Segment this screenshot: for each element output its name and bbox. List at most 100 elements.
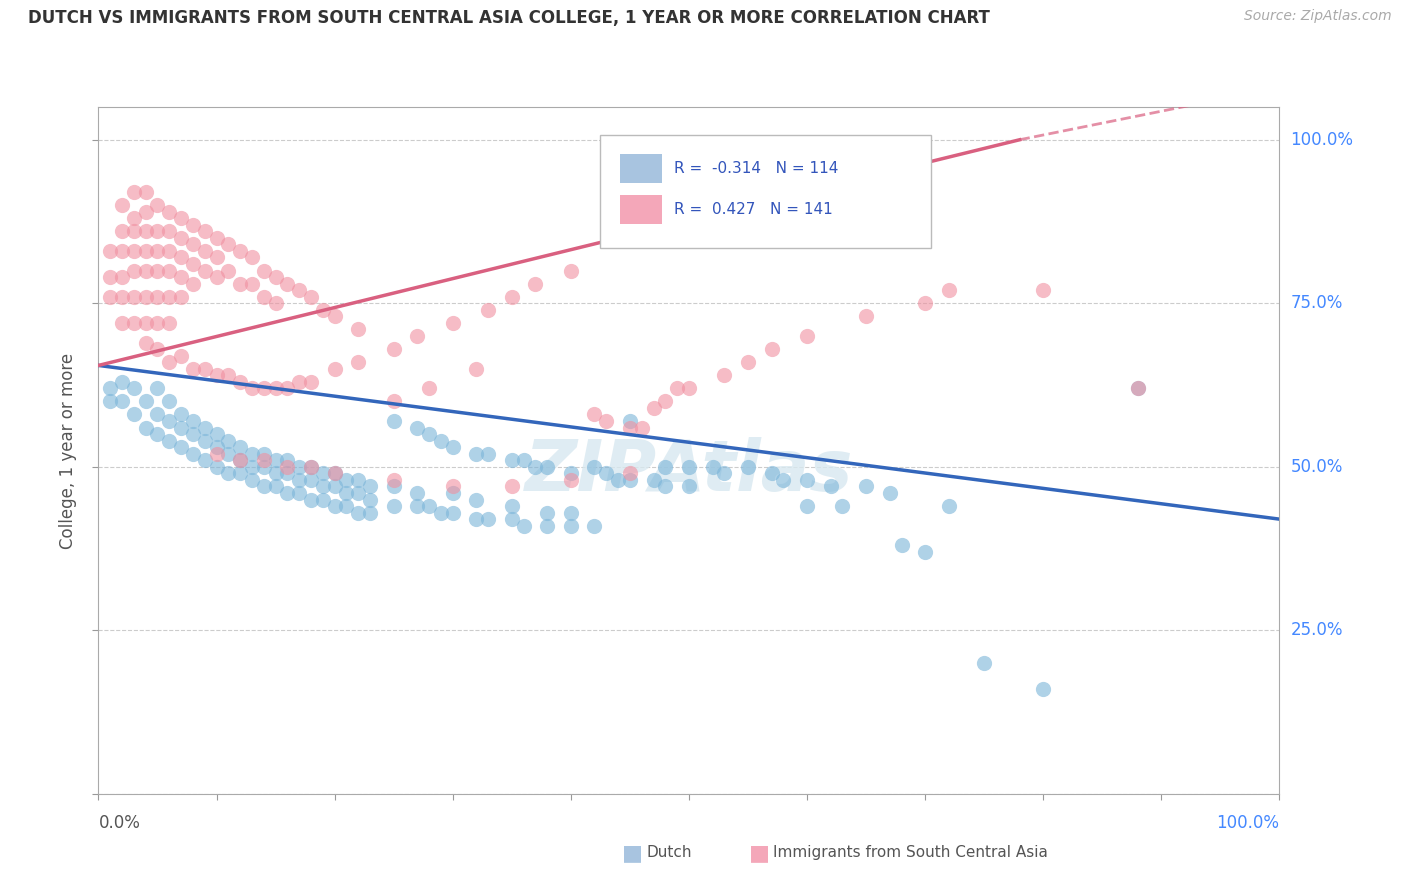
Point bbox=[111, 198, 134, 212]
Text: 25.0%: 25.0% bbox=[1291, 622, 1343, 640]
Point bbox=[501, 290, 523, 304]
Point bbox=[890, 538, 912, 552]
Point bbox=[323, 361, 346, 376]
Point bbox=[217, 434, 239, 448]
Point bbox=[170, 408, 193, 422]
Point bbox=[678, 381, 700, 395]
Point bbox=[630, 420, 652, 434]
Point bbox=[157, 244, 180, 258]
Point bbox=[347, 473, 370, 487]
Point bbox=[194, 420, 217, 434]
Point bbox=[146, 342, 169, 356]
Point bbox=[253, 381, 276, 395]
Point bbox=[583, 459, 606, 474]
Point bbox=[643, 473, 665, 487]
Point bbox=[430, 434, 453, 448]
Point bbox=[135, 335, 157, 350]
Point bbox=[761, 467, 783, 481]
Point bbox=[406, 420, 429, 434]
Text: 0.0%: 0.0% bbox=[98, 814, 141, 832]
Point bbox=[146, 408, 169, 422]
Point bbox=[122, 185, 145, 199]
Point bbox=[312, 479, 335, 493]
Point bbox=[796, 329, 818, 343]
Point bbox=[299, 492, 322, 507]
Point bbox=[737, 459, 759, 474]
Point bbox=[157, 414, 180, 428]
Point bbox=[820, 479, 842, 493]
Point bbox=[170, 349, 193, 363]
Point bbox=[288, 459, 311, 474]
Point bbox=[347, 506, 370, 520]
Point bbox=[181, 257, 204, 271]
Point bbox=[1032, 283, 1054, 297]
Point bbox=[276, 467, 298, 481]
Point bbox=[512, 518, 534, 533]
Point bbox=[111, 224, 134, 238]
Point bbox=[560, 473, 582, 487]
Point bbox=[146, 198, 169, 212]
Point bbox=[359, 492, 381, 507]
Point bbox=[323, 467, 346, 481]
Point bbox=[441, 486, 464, 500]
Point bbox=[157, 263, 180, 277]
Point bbox=[240, 459, 263, 474]
Point bbox=[253, 459, 276, 474]
Point bbox=[524, 277, 547, 291]
Point bbox=[335, 473, 357, 487]
Point bbox=[382, 414, 405, 428]
Point bbox=[323, 310, 346, 324]
Point bbox=[312, 492, 335, 507]
Point bbox=[146, 263, 169, 277]
Point bbox=[229, 244, 252, 258]
Point bbox=[240, 277, 263, 291]
Point bbox=[855, 479, 877, 493]
Point bbox=[264, 479, 287, 493]
Point bbox=[135, 244, 157, 258]
Point bbox=[359, 506, 381, 520]
Point bbox=[441, 479, 464, 493]
Point bbox=[441, 316, 464, 330]
Point bbox=[276, 453, 298, 467]
Point bbox=[205, 270, 228, 285]
Point bbox=[855, 310, 877, 324]
Point bbox=[122, 316, 145, 330]
Point bbox=[501, 512, 523, 526]
Point bbox=[524, 459, 547, 474]
Point bbox=[122, 244, 145, 258]
Point bbox=[288, 283, 311, 297]
Point bbox=[111, 244, 134, 258]
Point bbox=[465, 361, 488, 376]
Point bbox=[619, 467, 641, 481]
Point bbox=[914, 296, 936, 310]
Point bbox=[796, 499, 818, 513]
Point bbox=[194, 263, 217, 277]
Point bbox=[560, 506, 582, 520]
Point bbox=[194, 434, 217, 448]
Point bbox=[135, 394, 157, 409]
Point bbox=[205, 231, 228, 245]
Point bbox=[288, 473, 311, 487]
Point bbox=[240, 447, 263, 461]
Text: R =  0.427   N = 141: R = 0.427 N = 141 bbox=[673, 202, 832, 217]
Point bbox=[122, 290, 145, 304]
Point bbox=[477, 447, 499, 461]
Point bbox=[146, 427, 169, 442]
Point bbox=[713, 467, 735, 481]
Point bbox=[831, 499, 853, 513]
Point bbox=[146, 244, 169, 258]
Point bbox=[146, 316, 169, 330]
Point bbox=[382, 394, 405, 409]
Point bbox=[264, 270, 287, 285]
Point bbox=[194, 361, 217, 376]
Point bbox=[276, 381, 298, 395]
Point bbox=[323, 499, 346, 513]
Point bbox=[312, 467, 335, 481]
Point bbox=[170, 211, 193, 226]
Point bbox=[406, 329, 429, 343]
Point bbox=[501, 479, 523, 493]
Point bbox=[194, 453, 217, 467]
Point bbox=[335, 486, 357, 500]
Point bbox=[1032, 682, 1054, 697]
Point bbox=[264, 296, 287, 310]
